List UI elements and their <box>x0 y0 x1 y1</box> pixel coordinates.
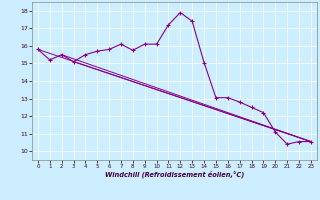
X-axis label: Windchill (Refroidissement éolien,°C): Windchill (Refroidissement éolien,°C) <box>105 171 244 178</box>
